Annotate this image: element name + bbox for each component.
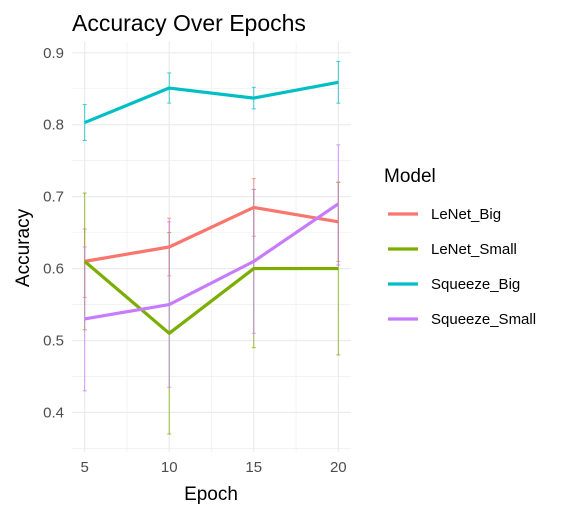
error-bars [82,60,341,435]
grid [72,42,351,452]
x-tick-label: 15 [245,459,262,476]
legend-label-lenet-big: LeNet_Big [431,206,501,223]
series-line-squeeze-big [84,80,339,125]
legend: Model LeNet_Big LeNet_Small Squeeze_Big Squ… [384,166,536,328]
series-lines [83,80,340,335]
x-tick-label: 10 [161,459,178,476]
series-line-lenet-small [83,260,339,335]
legend-item-squeeze-small: Squeeze_Small [388,311,536,328]
legend-label-squeeze-big: Squeeze_Big [431,276,520,293]
y-tick-label: 0.7 [43,189,64,206]
legend-item-lenet-small: LeNet_Small [388,241,517,258]
x-tick-label: 20 [330,459,347,476]
tick-labels: 5 10 15 20 0.4 0.5 0.6 0.7 0.8 0.9 [43,45,347,476]
y-axis-title: Accuracy [13,208,34,287]
x-tick-label: 5 [81,459,89,476]
y-tick-label: 0.4 [43,404,64,421]
chart-title: Accuracy Over Epochs [72,10,306,36]
series-line-squeeze-small [84,202,340,321]
y-tick-label: 0.8 [43,117,64,134]
legend-title: Model [384,166,436,187]
y-tick-label: 0.6 [43,261,64,278]
series-line-lenet-big [84,205,339,263]
legend-label-squeeze-small: Squeeze_Small [431,311,536,328]
y-tick-label: 0.9 [43,45,64,62]
legend-item-lenet-big: LeNet_Big [388,206,501,223]
legend-item-squeeze-big: Squeeze_Big [388,276,520,293]
legend-label-lenet-small: LeNet_Small [431,241,517,258]
y-tick-label: 0.5 [43,333,64,350]
x-axis-title: Epoch [184,484,238,505]
